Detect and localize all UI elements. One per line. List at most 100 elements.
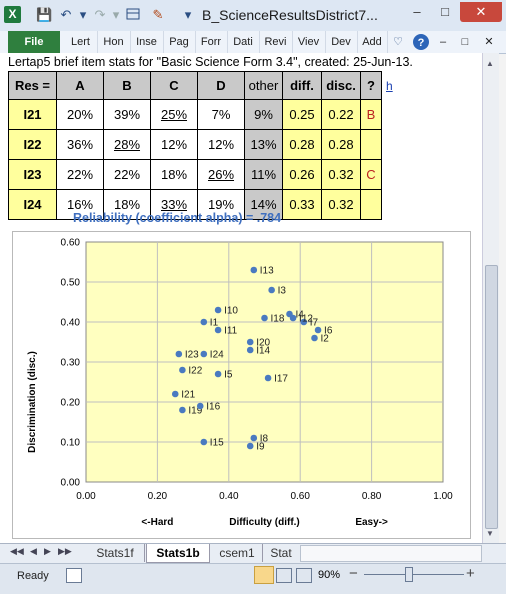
other-cell[interactable]: 13%: [244, 129, 283, 160]
ribbon-close-icon[interactable]: ✕: [484, 36, 494, 48]
pct-cell[interactable]: 22%: [56, 159, 104, 190]
data-point[interactable]: [214, 370, 222, 378]
horizontal-scrollbar[interactable]: [300, 545, 482, 562]
chart-area[interactable]: 0.00 0.10 0.20 0.30 0.40 0.50 0.60 0.00 0.20 0.4…: [12, 231, 471, 539]
other-cell[interactable]: 14%: [244, 189, 283, 220]
item-cell[interactable]: I23: [8, 159, 57, 190]
data-point[interactable]: [179, 406, 186, 414]
disc-cell[interactable]: 0.22: [321, 99, 361, 130]
pct-cell-keyed[interactable]: 25%: [150, 99, 198, 130]
data-point[interactable]: [246, 442, 254, 450]
flag-cell[interactable]: C: [360, 159, 382, 190]
header-disc[interactable]: disc.: [321, 71, 361, 100]
pct-cell[interactable]: 39%: [103, 99, 151, 130]
undo-dropdown-icon[interactable]: ▾: [79, 7, 87, 22]
header-d[interactable]: D: [197, 71, 245, 100]
header-flag[interactable]: ?: [360, 71, 382, 100]
data-point[interactable]: [311, 334, 318, 342]
item-cell[interactable]: I21: [8, 99, 57, 130]
other-cell[interactable]: 11%: [244, 159, 283, 190]
tab-insert[interactable]: Inse: [130, 31, 164, 53]
pct-cell[interactable]: 20%: [56, 99, 104, 130]
first-sheet-icon[interactable]: ◀◀: [10, 546, 24, 556]
scroll-thumb[interactable]: [485, 265, 498, 529]
data-point[interactable]: [268, 286, 275, 294]
data-point[interactable]: [264, 374, 272, 382]
zoom-slider-track[interactable]: [364, 574, 464, 575]
diff-cell[interactable]: 0.28: [282, 129, 322, 160]
zoom-out-button[interactable]: −: [349, 565, 358, 582]
data-point[interactable]: [214, 326, 222, 334]
excel-app-icon[interactable]: X: [4, 6, 21, 23]
customize-toolbar-icon[interactable]: ▾: [184, 7, 192, 22]
tab-view[interactable]: Viev: [292, 31, 326, 53]
diff-cell[interactable]: 0.26: [282, 159, 322, 190]
data-point[interactable]: [179, 366, 186, 374]
normal-view-icon[interactable]: [254, 566, 274, 584]
disc-cell[interactable]: 0.28: [321, 129, 361, 160]
sheet-tab-stats1b[interactable]: Stats1b: [146, 544, 210, 563]
tab-add-ins[interactable]: Add: [357, 31, 388, 53]
pct-cell[interactable]: 22%: [103, 159, 151, 190]
heart-icon[interactable]: ♡: [393, 36, 403, 48]
disc-cell[interactable]: 0.32: [321, 189, 361, 220]
zoom-slider-thumb[interactable]: [405, 567, 413, 582]
pct-cell[interactable]: 19%: [197, 189, 245, 220]
minimize-button[interactable]: –: [413, 4, 421, 19]
data-point[interactable]: [200, 350, 208, 358]
data-point[interactable]: [261, 314, 268, 322]
data-point[interactable]: [214, 306, 222, 314]
macro-record-icon[interactable]: [66, 568, 82, 583]
next-sheet-icon[interactable]: ▶: [44, 546, 51, 556]
data-point[interactable]: [314, 326, 322, 334]
header-res[interactable]: Res =: [8, 71, 57, 100]
tab-home[interactable]: Hon: [97, 31, 131, 53]
disc-cell[interactable]: 0.32: [321, 159, 361, 190]
header-a[interactable]: A: [56, 71, 104, 100]
pct-cell[interactable]: 36%: [56, 129, 104, 160]
pct-cell-keyed[interactable]: 28%: [103, 129, 151, 160]
file-tab[interactable]: File: [8, 31, 60, 53]
help-icon[interactable]: ?: [412, 31, 430, 53]
hyperlink-h[interactable]: h: [386, 79, 393, 93]
header-other[interactable]: other: [244, 71, 283, 100]
zoom-level[interactable]: 90%: [318, 569, 341, 581]
data-point[interactable]: [200, 438, 208, 446]
item-cell[interactable]: I22: [8, 129, 57, 160]
undo-icon[interactable]: ↶: [60, 7, 72, 22]
prev-sheet-icon[interactable]: ◀: [30, 546, 37, 556]
data-point[interactable]: [200, 318, 208, 326]
close-button[interactable]: ✕: [460, 2, 502, 22]
flag-cell[interactable]: [360, 189, 382, 220]
other-cell[interactable]: 9%: [244, 99, 283, 130]
scroll-down-icon[interactable]: ▼: [486, 529, 494, 538]
flag-cell[interactable]: [360, 129, 382, 160]
header-diff[interactable]: diff.: [282, 71, 322, 100]
item-cell[interactable]: I24: [8, 189, 57, 220]
data-point[interactable]: [250, 266, 258, 274]
data-point[interactable]: [289, 314, 297, 322]
pct-cell[interactable]: 12%: [197, 129, 245, 160]
pct-cell-keyed[interactable]: 26%: [197, 159, 245, 190]
tab-page-layout[interactable]: Pag: [163, 31, 196, 53]
sheet-tab-csem1[interactable]: csem1: [212, 544, 263, 562]
data-point[interactable]: [300, 318, 308, 326]
vertical-scrollbar[interactable]: ▲ ▼: [482, 53, 499, 543]
pct-cell[interactable]: 16%: [56, 189, 104, 220]
worksheet[interactable]: Lertap5 brief item stats for "Basic Scie…: [0, 53, 482, 543]
header-c[interactable]: C: [150, 71, 198, 100]
diff-cell[interactable]: 0.33: [282, 189, 322, 220]
form-icon[interactable]: [126, 7, 140, 23]
sheet-tab-stat[interactable]: Stat: [270, 546, 292, 560]
pct-cell[interactable]: 7%: [197, 99, 245, 130]
tab-review[interactable]: Revi: [259, 31, 293, 53]
tab-developer[interactable]: Dev: [325, 31, 358, 53]
reliability-text[interactable]: Reliability (coefficient alpha) = .784: [73, 211, 282, 225]
sheet-tab-stats1f[interactable]: Stats1f: [86, 544, 145, 562]
ribbon-minimize-icon[interactable]: –: [439, 36, 447, 48]
tab-data[interactable]: Dati: [227, 31, 260, 53]
ribbon-restore-icon[interactable]: □: [461, 36, 469, 48]
stats-title-cell[interactable]: Lertap5 brief item stats for "Basic Scie…: [8, 55, 413, 69]
maximize-button[interactable]: □: [441, 4, 449, 19]
save-icon[interactable]: 💾: [36, 7, 53, 22]
